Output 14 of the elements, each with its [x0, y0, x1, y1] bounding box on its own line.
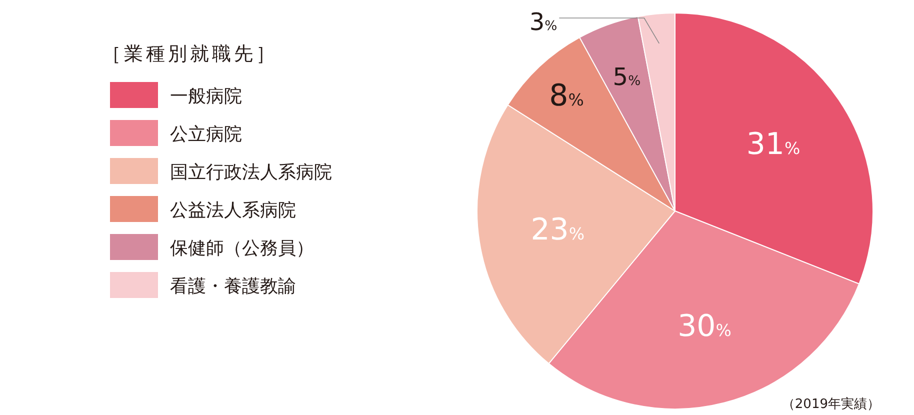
text: （2019年実績） [782, 396, 880, 412]
legend-title: ［業種別就職先］ [102, 43, 278, 65]
data-label: 30% [678, 309, 732, 344]
data-label: 8% [549, 78, 584, 114]
legend-label: 公立病院 [170, 124, 242, 145]
data-label: 5% [612, 62, 641, 91]
legend-label: 保健師（公務員） [170, 238, 314, 259]
data-label: 23% [530, 212, 585, 248]
data-label: 31% [746, 127, 800, 162]
legend-label: 看護・養護教諭 [170, 276, 296, 297]
legend-label: 一般病院 [170, 86, 242, 107]
data-label: 3% [529, 8, 558, 36]
legend-label: 国立行政法人系病院 [170, 162, 332, 183]
legend-label: 公益法人系病院 [170, 200, 296, 221]
